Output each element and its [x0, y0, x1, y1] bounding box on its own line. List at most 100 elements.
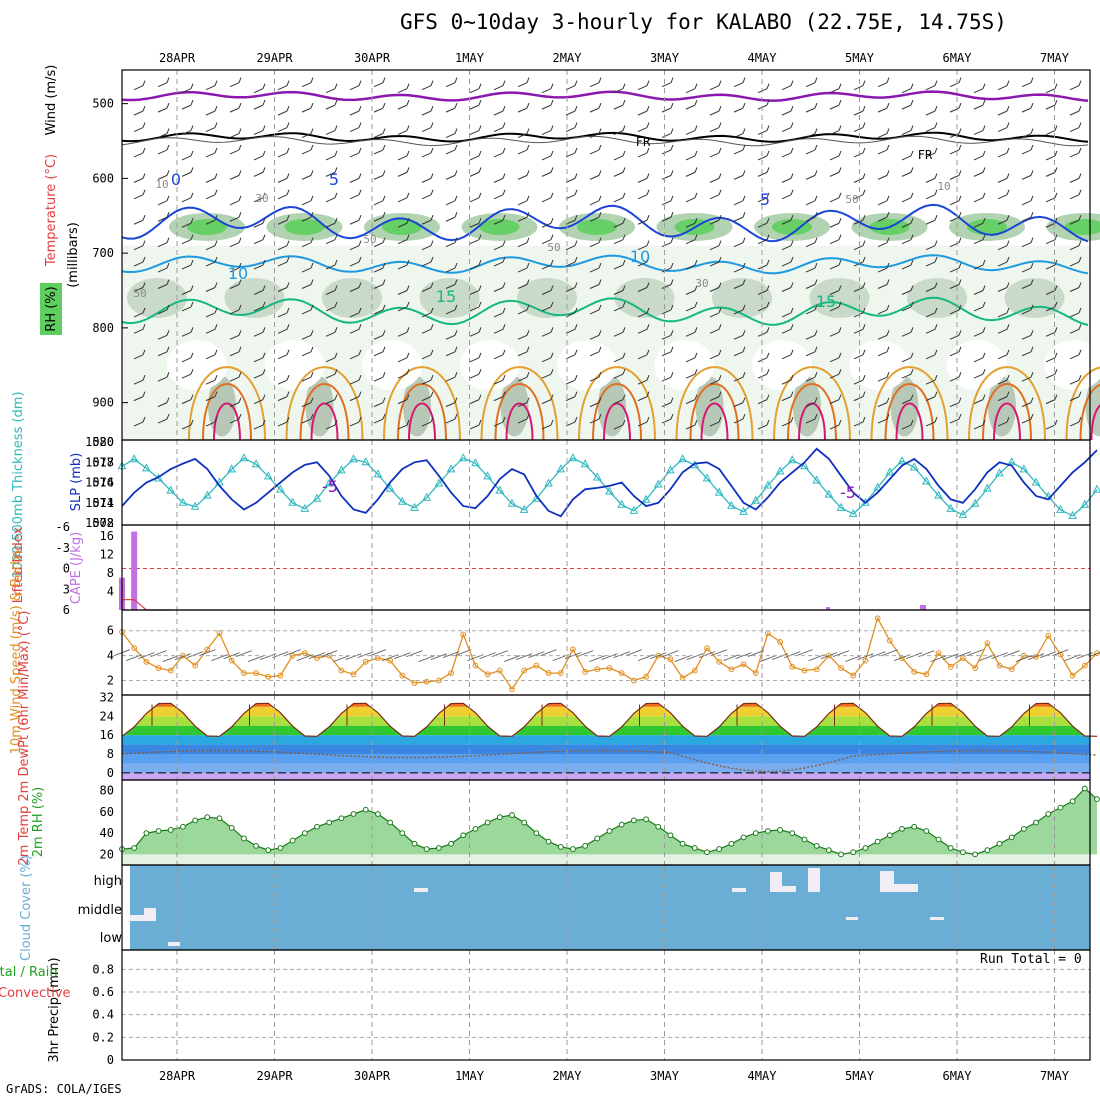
- wind-barb: [205, 85, 216, 91]
- wind-barb: [997, 354, 1008, 360]
- wind-barb: [925, 194, 936, 200]
- wind-barb: [229, 351, 240, 357]
- thickness-marker: [702, 473, 712, 482]
- wind-barb: [349, 421, 360, 427]
- wind10m-barb: [881, 649, 898, 657]
- wind-barb-flag: [1006, 282, 1010, 288]
- wind-barb-flag: [958, 102, 962, 109]
- wind-barb: [1045, 290, 1056, 295]
- wind10m-marker: [545, 670, 552, 676]
- wind-barb: [133, 152, 144, 158]
- wind-barb: [325, 155, 336, 161]
- thickness-marker: [397, 496, 407, 505]
- wind-barb-flag: [358, 147, 362, 154]
- wind-barb: [973, 264, 984, 270]
- wind-barb: [661, 284, 672, 289]
- wind-barb-flag: [238, 413, 242, 420]
- wind-barb: [277, 354, 288, 360]
- wind-barb-flag: [382, 262, 386, 269]
- wind-barb: [757, 171, 768, 177]
- wind10m-marker: [606, 665, 613, 671]
- wind-barb-flag: [166, 413, 170, 420]
- wind-barb-flag: [934, 240, 938, 246]
- wind-barb: [853, 127, 864, 132]
- wind-barb: [829, 104, 840, 110]
- rh2m-marker: [1020, 825, 1027, 832]
- wind-barb: [877, 334, 888, 340]
- wind-barb: [997, 219, 1008, 225]
- wind-barb-flag: [526, 237, 530, 243]
- wind-barb-flag: [334, 419, 338, 426]
- wind-barb: [253, 239, 264, 245]
- wind-barb: [637, 85, 648, 91]
- wind10m-tick-label: 6: [107, 624, 114, 638]
- wind-barb-flag: [382, 372, 386, 378]
- wind-barb: [973, 399, 984, 405]
- wind-barb-flag: [934, 173, 938, 179]
- wind-barb: [781, 354, 792, 360]
- wind10m-barb: [455, 649, 472, 657]
- wind-barb-flag: [886, 237, 890, 243]
- wind-barb-flag: [238, 170, 242, 176]
- wind-barb: [421, 379, 432, 385]
- wind-barb-flag: [142, 416, 146, 423]
- wind-barb: [781, 261, 792, 267]
- wind-barb-flag: [214, 307, 218, 314]
- wind-barb-flag: [670, 372, 674, 378]
- wind10m-marker: [1033, 653, 1039, 660]
- wind-barb-flag: [574, 80, 578, 86]
- thickness-tick-label: 580: [92, 435, 114, 449]
- wind10m-marker: [691, 667, 698, 674]
- wind-barb: [397, 399, 408, 405]
- wind-barb: [421, 312, 432, 318]
- wind-barb-flag: [766, 285, 770, 291]
- wind-barb: [805, 216, 816, 222]
- wind-barb-flag: [1078, 80, 1082, 86]
- wind-barb: [229, 174, 240, 180]
- rh-shade-blob: [712, 277, 772, 318]
- thickness-marker: [727, 500, 736, 509]
- wind-barb-flag: [814, 372, 818, 378]
- rh2m-marker: [143, 830, 150, 837]
- wind-barb: [877, 216, 888, 222]
- wind-barb-flag: [262, 218, 266, 224]
- rh-shade-blob: [517, 277, 577, 318]
- rh-clear-blob: [849, 340, 910, 391]
- lifted-index-line: [122, 599, 171, 611]
- wind-barb-flag: [862, 307, 866, 314]
- wind10m-marker: [338, 667, 345, 674]
- wind-barb-flag: [334, 369, 338, 375]
- wind-barb: [133, 379, 144, 385]
- wind-barb: [565, 110, 576, 116]
- wind-barb: [613, 399, 624, 405]
- wind-barb-flag: [598, 279, 602, 285]
- wind-barb-flag: [910, 285, 914, 291]
- wind-barb: [925, 85, 936, 91]
- wind-barb-flag: [502, 349, 506, 355]
- cloud-bar: [732, 888, 746, 892]
- wind-barb: [1021, 149, 1032, 155]
- wind-barb: [685, 171, 696, 177]
- wind-barb: [421, 287, 432, 292]
- wind-barb-flag: [574, 391, 578, 397]
- rh2m-marker: [667, 832, 674, 839]
- wind-barb: [397, 290, 408, 295]
- wind-barb-flag: [622, 419, 626, 426]
- wind-barb: [973, 290, 984, 295]
- wind-barb: [901, 171, 912, 177]
- wind-barb: [301, 309, 312, 315]
- thickness-marker: [129, 454, 139, 463]
- wind-barb: [493, 85, 504, 91]
- wind-barb-flag: [814, 330, 818, 336]
- wind-barb: [853, 177, 864, 183]
- wind-barb-flag: [310, 77, 314, 83]
- wind-barb: [781, 287, 792, 292]
- temp-band: [122, 716, 1090, 726]
- wind-barb-flag: [574, 240, 578, 246]
- wind-barb: [325, 130, 336, 135]
- wind-barb: [205, 152, 216, 158]
- wind-barb: [877, 107, 888, 113]
- wind10m-barb: [869, 651, 886, 659]
- wind-barb-flag: [262, 125, 266, 131]
- slp-tick-label: 1008: [85, 516, 114, 530]
